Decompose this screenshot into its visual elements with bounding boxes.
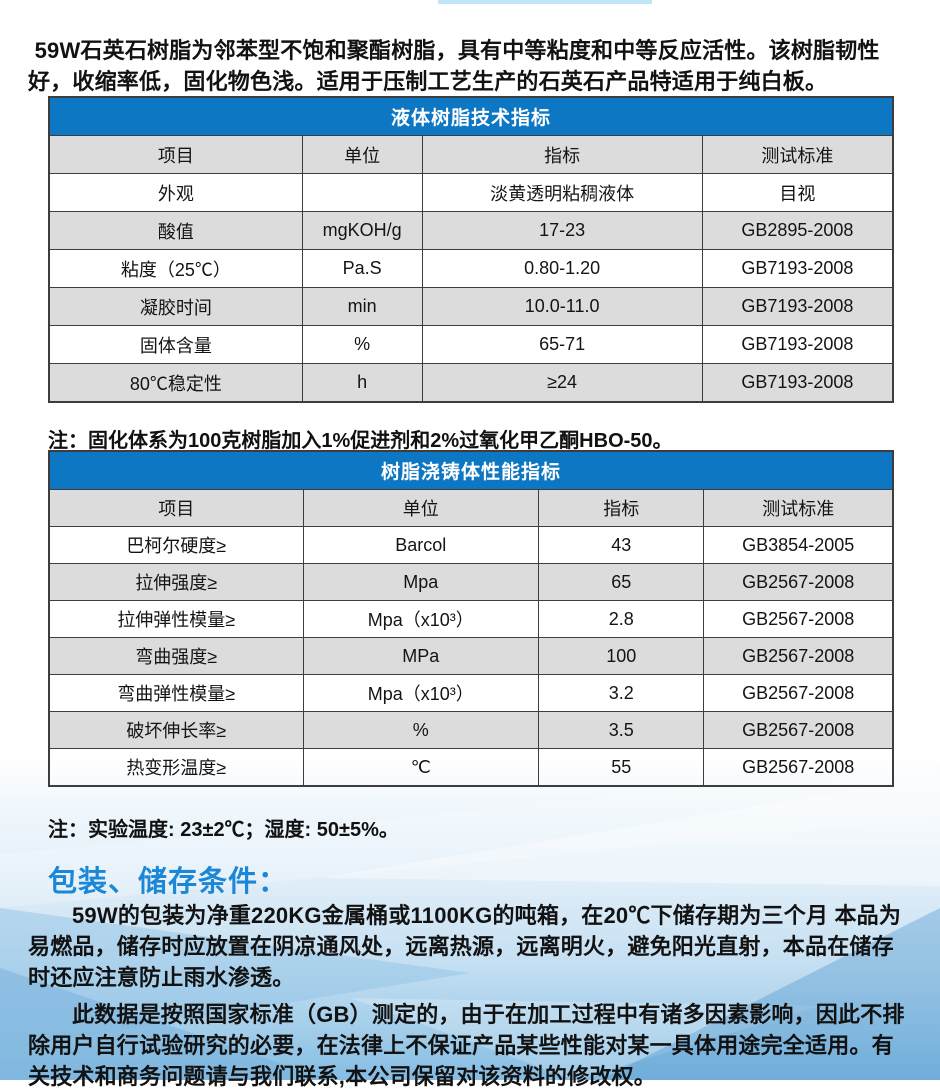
table-row: 热变形温度≥ ℃ 55 GB2567-2008	[48, 748, 894, 787]
cell-item: 热变形温度≥	[48, 748, 304, 787]
cell-standard: GB7193-2008	[701, 363, 894, 403]
table-row: 外观 淡黄透明粘稠液体 目视	[48, 173, 894, 212]
column-header: 项目	[48, 489, 304, 527]
background-facet	[0, 968, 330, 1080]
cell-standard: GB2567-2008	[703, 637, 894, 675]
cell-standard: 目视	[701, 173, 894, 212]
cell-value: 3.5	[537, 711, 705, 749]
cell-unit: Mpa（x10³）	[302, 600, 540, 638]
cell-value: 0.80-1.20	[421, 249, 703, 288]
table-header-row: 项目 单位 指标 测试标准	[48, 135, 894, 174]
table-row: 拉伸弹性模量≥ Mpa（x10³） 2.8 GB2567-2008	[48, 600, 894, 638]
cell-standard: GB2567-2008	[703, 563, 894, 601]
column-header: 测试标准	[703, 489, 894, 527]
cell-standard: GB2567-2008	[703, 748, 894, 787]
background-facet	[320, 776, 940, 886]
column-header: 测试标准	[701, 135, 894, 174]
table-row: 80℃稳定性 h ≥24 GB7193-2008	[48, 363, 894, 403]
column-header: 指标	[421, 135, 703, 174]
cell-standard: GB7193-2008	[701, 325, 894, 364]
cell-value: 55	[537, 748, 705, 787]
cell-standard: GB3854-2005	[703, 526, 894, 564]
cell-value: 3.2	[537, 674, 705, 712]
cell-value: ≥24	[421, 363, 703, 403]
table-row: 固体含量 % 65-71 GB7193-2008	[48, 325, 894, 364]
table-row: 拉伸强度≥ Mpa 65 GB2567-2008	[48, 563, 894, 601]
table-row: 酸值 mgKOH/g 17-23 GB2895-2008	[48, 211, 894, 250]
cell-unit: h	[301, 363, 423, 403]
column-header: 项目	[48, 135, 303, 174]
cell-standard: GB2567-2008	[703, 711, 894, 749]
table-row: 弯曲强度≥ MPa 100 GB2567-2008	[48, 637, 894, 675]
cell-value: 65	[537, 563, 705, 601]
cell-value: 17-23	[421, 211, 703, 250]
liquid-resin-spec-table: 液体树脂技术指标 项目 单位 指标 测试标准 外观 淡黄透明粘稠液体 目视 酸值…	[48, 96, 894, 403]
cell-item: 破坏伸长率≥	[48, 711, 304, 749]
packaging-storage-paragraph: 59W的包装为净重220KG金属桶或1100KG的吨箱，在20℃下储存期为三个月…	[28, 903, 902, 990]
table-row: 破坏伸长率≥ % 3.5 GB2567-2008	[48, 711, 894, 749]
curing-system-note: 注：固化体系为100克树脂加入1%促进剂和2%过氧化甲乙酮HBO-50。	[48, 430, 673, 452]
column-header: 单位	[302, 489, 540, 527]
table-title: 树脂浇铸体性能指标	[48, 450, 894, 490]
cell-item: 凝胶时间	[48, 287, 303, 326]
cell-item: 拉伸弹性模量≥	[48, 600, 304, 638]
cell-unit: MPa	[302, 637, 540, 675]
table-row: 凝胶时间 min 10.0-11.0 GB7193-2008	[48, 287, 894, 326]
table-title: 液体树脂技术指标	[48, 96, 894, 136]
cell-item: 弯曲强度≥	[48, 637, 304, 675]
column-header: 指标	[537, 489, 705, 527]
cell-unit	[301, 173, 423, 212]
cell-standard: GB7193-2008	[701, 287, 894, 326]
storage-conditions-heading: 包装、储存条件：	[48, 866, 289, 899]
product-intro-text: 59W石英石树脂为邻苯型不饱和聚酯树脂，具有中等粘度和中等反应活性。该树脂韧性好…	[28, 38, 880, 94]
cell-unit: Mpa	[302, 563, 540, 601]
cell-item: 酸值	[48, 211, 303, 250]
cell-standard: GB7193-2008	[701, 249, 894, 288]
cell-unit: Pa.S	[301, 249, 423, 288]
cell-unit: %	[302, 711, 540, 749]
cell-value: 淡黄透明粘稠液体	[421, 173, 703, 212]
background-facet	[600, 908, 940, 1080]
cell-item: 粘度（25℃）	[48, 249, 303, 288]
cell-item: 80℃稳定性	[48, 363, 303, 403]
background-facet	[350, 998, 820, 1080]
cell-standard: GB2567-2008	[703, 674, 894, 712]
table-header-row: 项目 单位 指标 测试标准	[48, 489, 894, 527]
cell-value: 2.8	[537, 600, 705, 638]
background-art	[0, 758, 940, 1080]
disclaimer-paragraph: 此数据是按照国家标准（GB）测定的，由于在加工过程中有诸多因素影响，因此不排除用…	[28, 1002, 905, 1089]
column-header: 单位	[301, 135, 423, 174]
cell-item: 拉伸强度≥	[48, 563, 304, 601]
cell-item: 固体含量	[48, 325, 303, 364]
background-facet	[0, 768, 940, 908]
test-conditions-note: 注：实验温度: 23±2℃；湿度: 50±5%。	[48, 819, 399, 841]
cell-standard: GB2567-2008	[703, 600, 894, 638]
cell-unit: mgKOH/g	[301, 211, 423, 250]
cell-unit: min	[301, 287, 423, 326]
cell-unit: ℃	[302, 748, 540, 787]
top-edge-fragment	[438, 0, 652, 4]
table-row: 弯曲弹性模量≥ Mpa（x10³） 3.2 GB2567-2008	[48, 674, 894, 712]
cell-standard: GB2895-2008	[701, 211, 894, 250]
table-row: 粘度（25℃） Pa.S 0.80-1.20 GB7193-2008	[48, 249, 894, 288]
cell-item: 弯曲弹性模量≥	[48, 674, 304, 712]
cell-value: 100	[537, 637, 705, 675]
cell-unit: Barcol	[302, 526, 540, 564]
cell-item: 巴柯尔硬度≥	[48, 526, 304, 564]
cell-unit: %	[301, 325, 423, 364]
cell-value: 65-71	[421, 325, 703, 364]
cell-unit: Mpa（x10³）	[302, 674, 540, 712]
cell-value: 10.0-11.0	[421, 287, 703, 326]
cell-item: 外观	[48, 173, 303, 212]
table-row: 巴柯尔硬度≥ Barcol 43 GB3854-2005	[48, 526, 894, 564]
casting-performance-table: 树脂浇铸体性能指标 项目 单位 指标 测试标准 巴柯尔硬度≥ Barcol 43…	[48, 450, 894, 787]
cell-value: 43	[537, 526, 705, 564]
